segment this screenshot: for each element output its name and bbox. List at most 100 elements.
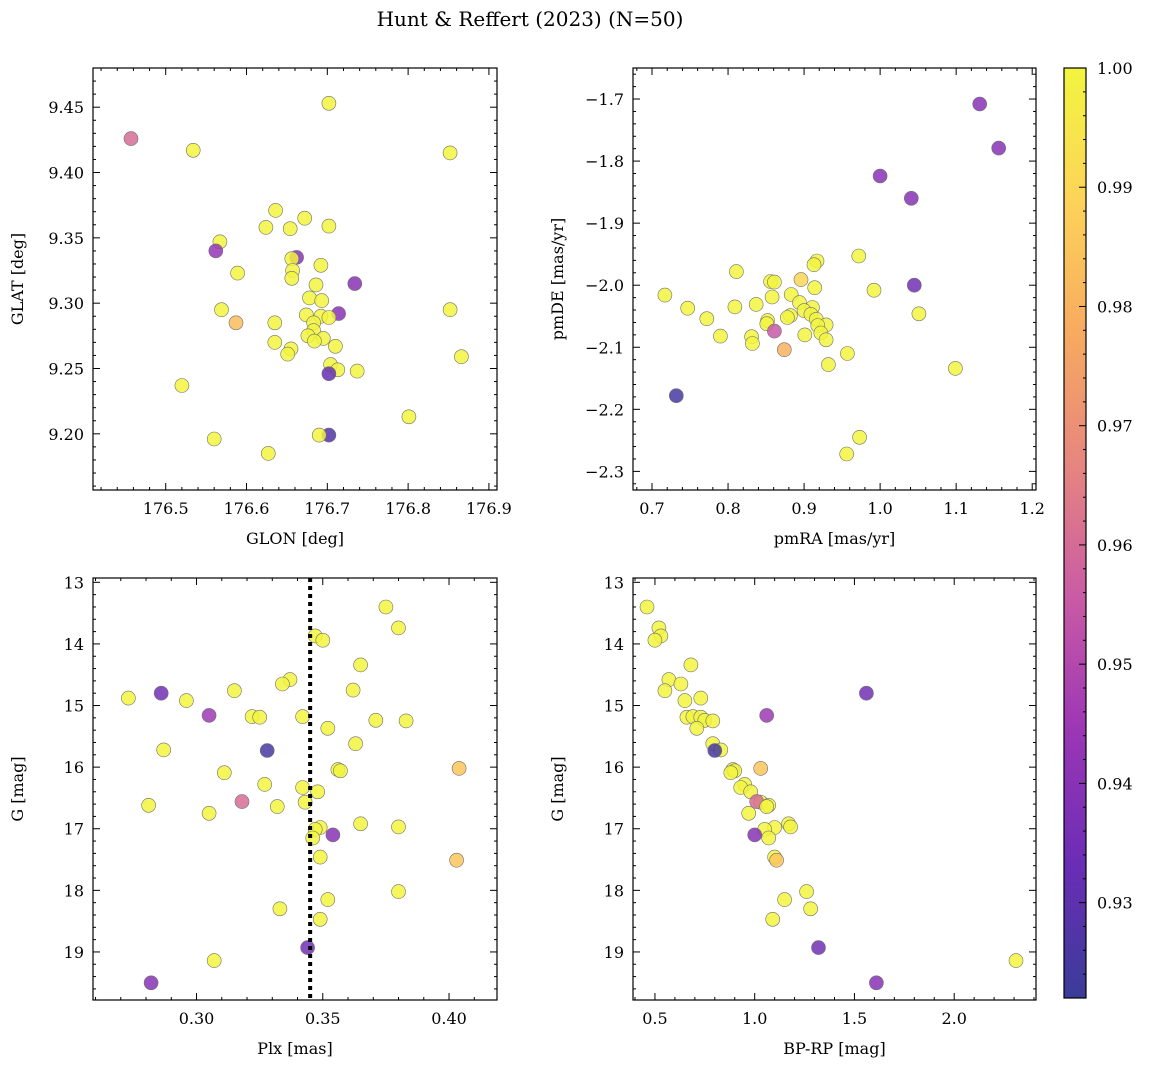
y-tick-label: 17	[64, 820, 84, 839]
scatter-points	[657, 96, 1007, 462]
y-tick-label: −2.0	[585, 276, 624, 295]
data-point	[321, 310, 337, 325]
data-point	[647, 632, 663, 648]
x-tick-label: 176.7	[304, 499, 350, 518]
data-point	[668, 388, 684, 404]
data-point	[267, 315, 283, 331]
y-tick-label: −1.9	[585, 214, 624, 233]
data-point	[767, 323, 782, 339]
y-tick-label: 9.30	[48, 294, 84, 313]
x-tick-label: 0.9	[791, 499, 816, 518]
colorbar-tick-label: 0.97	[1097, 417, 1133, 436]
data-point	[911, 306, 927, 322]
data-point	[859, 685, 874, 701]
data-point	[707, 743, 723, 758]
y-tick-label: 18	[64, 881, 84, 900]
data-point	[776, 342, 792, 358]
data-point	[302, 290, 317, 306]
y-tick-label: 13	[604, 573, 624, 592]
data-point	[315, 632, 331, 648]
data-point	[314, 293, 330, 308]
x-tick-label: 1.0	[742, 1009, 767, 1028]
data-point	[141, 797, 156, 813]
panel-1: 176.5 176.6 176.7 176.8 176.9 9.20 9.25 9.30 9.3…	[8, 67, 512, 548]
data-point	[325, 827, 341, 843]
data-point	[769, 852, 784, 868]
data-point	[818, 332, 834, 348]
y-tick-label: −2.1	[585, 338, 624, 357]
y-tick-label: 15	[604, 697, 624, 716]
data-point	[748, 297, 764, 312]
y-tick-label: 15	[64, 697, 84, 716]
y-tick-label: −1.7	[585, 90, 624, 109]
data-point	[328, 338, 343, 354]
data-point	[803, 901, 818, 917]
data-point	[391, 620, 406, 636]
data-point	[320, 892, 336, 907]
y-tick-label: 9.40	[48, 164, 84, 183]
data-point	[185, 143, 201, 158]
x-tick-label: 1.2	[1019, 499, 1044, 518]
x-tick-label: 0.30	[179, 1009, 215, 1028]
data-point	[305, 830, 321, 846]
data-point	[657, 683, 673, 699]
data-point	[333, 763, 348, 779]
data-point	[723, 765, 739, 781]
y-tick-label: 13	[64, 573, 84, 592]
x-tick-label: 2.0	[941, 1009, 966, 1028]
data-point	[839, 446, 855, 462]
scatter-points	[639, 599, 1024, 991]
data-point	[311, 427, 327, 443]
data-point	[208, 243, 224, 259]
data-point	[391, 819, 406, 835]
data-point	[442, 302, 458, 318]
data-point	[398, 713, 414, 729]
x-tick-label: 0.40	[431, 1009, 467, 1028]
data-point	[391, 884, 406, 899]
data-point	[753, 761, 769, 776]
data-point	[201, 805, 217, 821]
data-point	[948, 361, 963, 376]
data-point	[449, 852, 464, 868]
data-point	[777, 892, 792, 907]
data-point	[234, 794, 250, 809]
data-point	[759, 799, 775, 814]
y-tick-label: 19	[604, 943, 624, 962]
data-point	[747, 827, 763, 843]
colorbar-tick-label: 0.93	[1097, 894, 1133, 913]
colorbar-tick-label: 0.99	[1097, 178, 1133, 197]
data-point	[906, 277, 922, 293]
data-point	[312, 911, 328, 927]
data-point	[259, 743, 275, 758]
data-point	[699, 311, 715, 327]
data-point	[806, 257, 822, 273]
data-point	[228, 315, 244, 331]
data-point	[783, 819, 798, 835]
data-point	[297, 210, 313, 226]
data-point	[793, 272, 809, 287]
data-point	[677, 693, 693, 708]
data-point	[378, 599, 394, 615]
data-point	[1008, 953, 1024, 968]
data-point	[295, 780, 310, 795]
data-point	[673, 676, 689, 692]
data-point	[903, 191, 919, 206]
colorbar-tick-label: 0.98	[1097, 297, 1133, 316]
data-point	[214, 302, 229, 318]
y-tick-label: 9.20	[48, 425, 84, 444]
x-tick-label: 1.0	[867, 499, 892, 518]
panel-2: 0.7 0.8 0.9 1.0 1.1 1.2 −2.3 −2.2 −2.1 −2.0 −1.9 −1…	[548, 67, 1045, 548]
data-point	[267, 335, 283, 350]
y-tick-label: −2.3	[585, 462, 624, 481]
data-point	[745, 336, 760, 351]
data-point	[258, 220, 274, 235]
y-tick-label: 14	[604, 635, 624, 654]
x-tick-label: 176.5	[143, 499, 189, 518]
data-point	[284, 270, 300, 286]
colorbar-tick-label: 0.94	[1097, 774, 1133, 793]
x-tick-label: 176.9	[466, 499, 512, 518]
data-point	[780, 310, 795, 325]
data-point	[353, 816, 368, 832]
colorbar-tick-label: 0.96	[1097, 536, 1133, 555]
